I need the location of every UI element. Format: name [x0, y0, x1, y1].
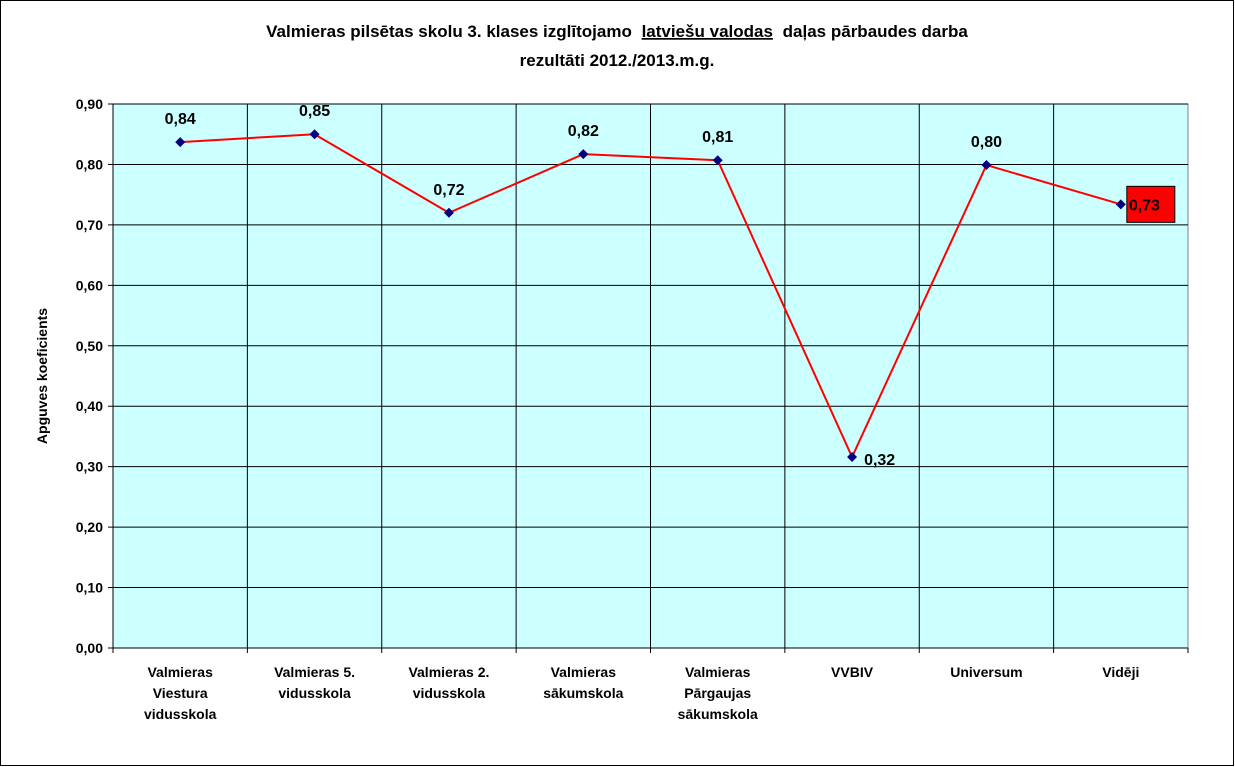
y-tick-label: 0,10 — [76, 580, 103, 596]
marker — [443, 207, 454, 218]
x-tick-label: Universum — [950, 664, 1023, 680]
y-tick-label: 0,70 — [76, 217, 103, 233]
marker — [578, 149, 589, 160]
marker — [847, 451, 858, 462]
data-label: 0,32 — [864, 452, 895, 469]
chart-title: Valmieras pilsētas skolu 3. klases izglī… — [266, 22, 968, 41]
y-tick-label: 0,50 — [76, 338, 103, 354]
data-label: 0,84 — [165, 111, 196, 128]
x-tick-label: Valmieras 2. vidusskola — [408, 664, 490, 701]
marker — [1115, 199, 1126, 210]
data-label: 0,80 — [971, 134, 1002, 151]
line — [180, 133, 1122, 460]
y-tick-label: 0,80 — [76, 156, 103, 172]
data-label: 0,82 — [568, 123, 599, 140]
y-tick-label: 0,90 — [76, 96, 103, 112]
chart-title: rezultāti 2012./2013.m.g. — [520, 51, 715, 70]
x-tick-label: Valmieras sākumskola — [543, 664, 624, 701]
data-label: 0,85 — [299, 103, 330, 120]
y-tick-label: 0,20 — [76, 519, 103, 535]
y-tick-label: 0,30 — [76, 459, 103, 475]
data-label: 0,73 — [1129, 197, 1160, 214]
title-part: latviešu valodas — [642, 22, 773, 41]
marker — [309, 129, 320, 140]
x-tick-label: Valmieras 5. vidusskola — [274, 664, 356, 701]
x-tick-label: Valmieras Pārgaujas sākumskola — [677, 664, 758, 722]
y-tick-label: 0,60 — [76, 277, 103, 293]
x-tick-label: Vidēji — [1102, 664, 1140, 680]
y-tick-label: 0,00 — [76, 640, 103, 656]
marker — [981, 160, 992, 171]
x-tick-label: VVBIV — [831, 664, 874, 680]
title-part: daļas pārbaudes darba — [783, 22, 969, 41]
y-axis-label: Apguves koeficients — [34, 308, 50, 444]
data-label: 0,81 — [702, 129, 733, 146]
x-tick-label: Valmieras Viestura vidusskola — [144, 664, 217, 722]
marker — [712, 155, 723, 166]
y-tick-label: 0,40 — [76, 398, 103, 414]
label-box — [1126, 185, 1176, 223]
marker — [175, 137, 186, 148]
data-label: 0,72 — [433, 182, 464, 199]
title-part: Valmieras pilsētas skolu 3. klases izglī… — [266, 22, 632, 41]
